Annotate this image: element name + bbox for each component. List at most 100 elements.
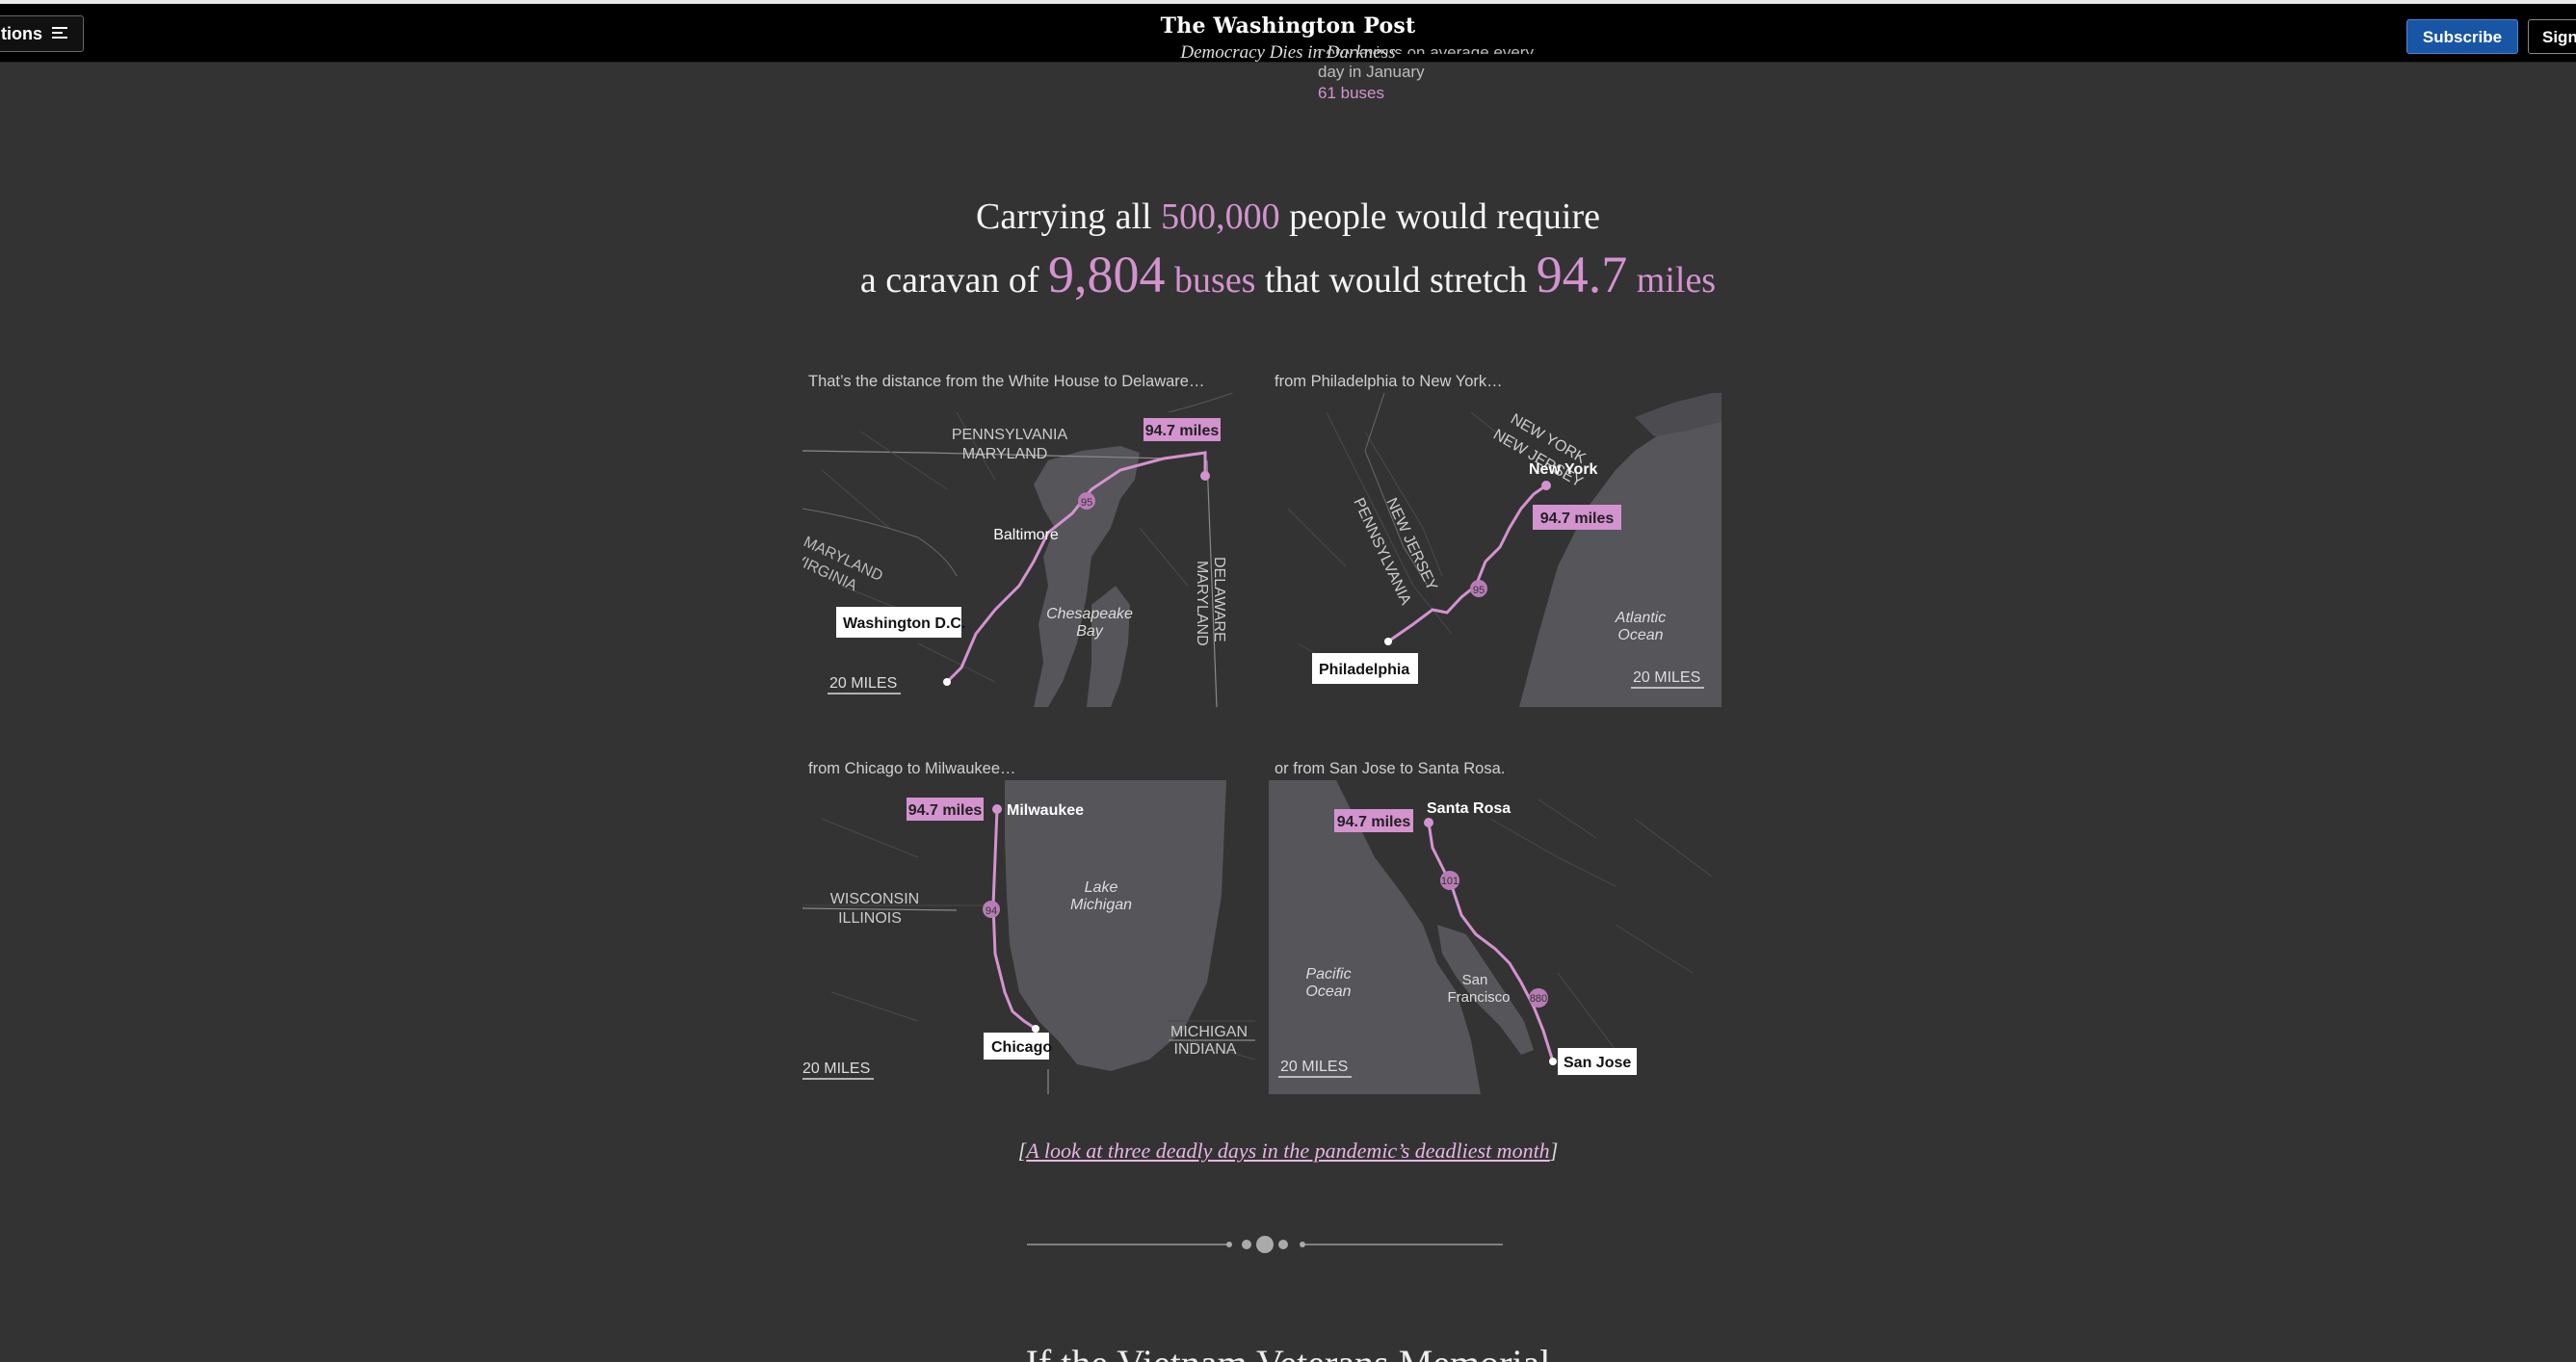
water-label: Michigan [1070, 897, 1132, 913]
distance-badge-text: 94.7 miles [1337, 814, 1411, 830]
route-end-dot [1424, 818, 1433, 827]
map-graphic: 95 NEW YORK NEW JERSEY NEW JERSEY PENNSY… [1269, 393, 1722, 707]
headline-text: that would stretch [1255, 260, 1537, 301]
subscribe-button[interactable]: Subscribe [2406, 19, 2518, 54]
scale-label: 20 MILES [802, 1061, 870, 1077]
site-tagline: Democracy Dies in Darkness [1180, 42, 1396, 63]
related-article-link[interactable]: A look at three deadly days in the pande… [1026, 1139, 1550, 1163]
distance-unit: miles [1627, 260, 1717, 301]
route-start-dot [1032, 1025, 1039, 1033]
interstate-shield-icon: 880 [1529, 988, 1548, 1008]
state-label: WISCONSIN [830, 891, 919, 907]
headline-text: people would require [1279, 196, 1600, 237]
water-body [1034, 446, 1140, 707]
start-city-label: San Jose [1564, 1055, 1631, 1071]
hamburger-icon [52, 15, 69, 52]
water-body [1005, 780, 1226, 1071]
interstate-shield-icon: 101 [1440, 871, 1459, 890]
state-label: MARYLAND [962, 446, 1048, 462]
distance-badge [1533, 505, 1621, 530]
route-end-dot [1200, 471, 1210, 481]
distance-badge-text: 94.7 miles [908, 802, 983, 819]
route-line [945, 451, 1207, 684]
next-section-heading: If the Vietnam Veterans Memorial [0, 1341, 2576, 1362]
map-caption: from Chicago to Milwaukee… [808, 760, 1016, 777]
headline-line2: a caravan of 9,804 buses that would stre… [0, 241, 2576, 314]
start-city-label: Washington D.C. [843, 616, 965, 632]
route-end-dot [992, 804, 1002, 814]
headline-text: Carrying all [976, 196, 1162, 237]
sections-menu-button[interactable]: tions [0, 15, 84, 52]
map-sanjose-santarosa: or from San Jose to Santa Rosa. 101 880 … [1269, 757, 1722, 1094]
distance-badge-text: 94.7 miles [1540, 511, 1615, 527]
water-body [1635, 393, 1722, 436]
start-label-box [984, 1033, 1049, 1060]
map-caption: or from San Jose to Santa Rosa. [1275, 760, 1506, 777]
distance-badge [1143, 418, 1221, 441]
water-label: Ocean [1617, 627, 1663, 643]
water-body [1269, 780, 1481, 1094]
end-city-label: Milwaukee [1007, 802, 1084, 819]
shield-number: 95 [1473, 585, 1485, 596]
start-label-box [1312, 653, 1418, 684]
bus-unit: buses [1165, 260, 1256, 301]
city-label: San [1462, 972, 1488, 988]
state-label: DELAWARE [1211, 557, 1227, 642]
state-label: PENNSYLVANIA [952, 427, 1068, 443]
map-caption: That’s the distance from the White House… [808, 373, 1205, 390]
state-label: MICHIGAN [1170, 1024, 1248, 1040]
distance-badge [1334, 809, 1413, 832]
interstate-shield-icon: 95 [1078, 492, 1095, 510]
sections-label: tions [1, 24, 42, 43]
site-logo[interactable]: The Washington Post [1160, 13, 1416, 39]
route-start-dot [943, 678, 951, 686]
bracket-open: [ [1017, 1139, 1027, 1163]
water-label: Chesapeake [1046, 606, 1133, 622]
state-label: MARYLAND [1194, 561, 1210, 646]
end-city-label: Santa Rosa [1427, 800, 1511, 817]
browser-top-edge [0, 0, 2576, 4]
headline-text: a caravan of [859, 260, 1049, 301]
water-label: Pacific [1305, 966, 1351, 982]
shield-number: 94 [986, 905, 997, 917]
route-line [1387, 484, 1547, 643]
distance-badge-text: 94.7 miles [1145, 423, 1220, 439]
shield-number: 101 [1441, 876, 1459, 887]
city-label: Baltimore [993, 527, 1059, 543]
headline-line1: Carrying all 500,000 people would requir… [0, 193, 2576, 241]
map-graphic: 95 PENNSYLVANIA MARYLAND MARYLAND VIRGIN… [802, 393, 1255, 707]
previous-stat-buses: 61 buses [1318, 84, 1384, 102]
people-count: 500,000 [1161, 196, 1280, 237]
previous-stat-text: coronavirus on average every day in Janu… [1318, 43, 1607, 104]
sign-in-button[interactable]: Sign [2528, 19, 2576, 54]
site-header: tions The Washington Post Democracy Dies… [0, 4, 2576, 63]
distance-badge [907, 798, 984, 821]
end-city-label: New York [1529, 461, 1598, 478]
water-label: Ocean [1305, 983, 1351, 1000]
route-start-dot [1549, 1058, 1557, 1065]
map-graphic: 94 94.7 miles Milwaukee WISCONSIN ILLINO… [802, 780, 1255, 1094]
main-headline: Carrying all 500,000 people would requir… [0, 193, 2576, 314]
section-divider [1027, 1236, 1503, 1253]
masthead: The Washington Post Democracy Dies in Da… [0, 8, 2576, 64]
route-line [1427, 822, 1555, 1062]
start-city-label: Chicago [991, 1039, 1052, 1056]
distance-value: 94.7 [1536, 246, 1628, 303]
route-line [991, 808, 1037, 1031]
interstate-shield-icon: 94 [983, 901, 1000, 918]
bracket-close: ] [1549, 1139, 1559, 1163]
state-label: INDIANA [1174, 1041, 1237, 1058]
water-body [1519, 422, 1722, 707]
city-label: Francisco [1447, 989, 1510, 1006]
route-start-dot [1384, 638, 1392, 645]
water-label: Lake [1085, 879, 1118, 896]
map-graphic: 101 880 94.7 miles Santa Rosa Pacific Oc… [1269, 780, 1722, 1094]
state-label: ILLINOIS [838, 910, 902, 927]
water-body [1087, 586, 1130, 707]
scale-label: 20 MILES [829, 675, 897, 692]
bus-count: 9,804 [1048, 246, 1166, 303]
previous-stat-line1: coronavirus on average every [1318, 43, 1534, 54]
map-caption: from Philadelphia to New York… [1275, 373, 1503, 390]
related-link-line: [A look at three deadly days in the pand… [0, 1139, 2576, 1164]
map-chicago-milwaukee: from Chicago to Milwaukee… 94 94.7 miles… [802, 757, 1255, 1094]
